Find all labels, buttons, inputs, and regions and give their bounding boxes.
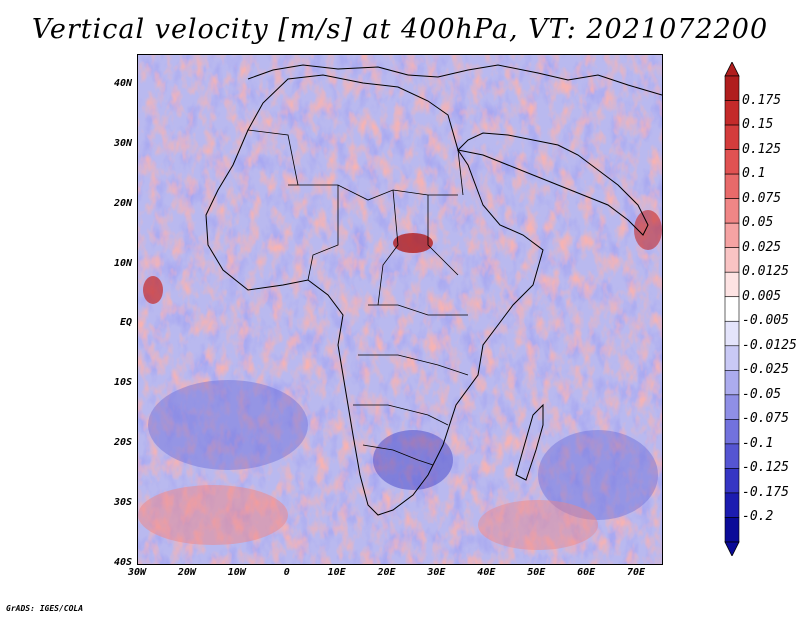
lon-label: 30W xyxy=(127,567,147,578)
border-egypt xyxy=(457,149,464,196)
lon-label: 20W xyxy=(177,567,196,578)
arabia-coast xyxy=(456,132,649,236)
coastlines xyxy=(205,64,662,516)
lon-label: 50E xyxy=(527,567,546,578)
colorbar-bin xyxy=(724,247,740,273)
colorbar-bin xyxy=(724,492,740,518)
colorbar-max-arrow xyxy=(724,62,740,77)
asia-coast xyxy=(407,64,662,96)
lat-label: EQ xyxy=(119,317,132,329)
subsidence-area-indian-ocean xyxy=(538,430,658,520)
lat-label: 40N xyxy=(113,77,132,89)
colorbar-bin xyxy=(724,370,740,396)
subsidence-area-south-africa xyxy=(373,430,453,490)
colorbar-tick-label: -0.075 xyxy=(742,411,789,427)
border-sahara xyxy=(288,184,458,201)
lat-label: 30S xyxy=(113,497,132,509)
updraft-core-sudan xyxy=(393,233,433,253)
colorbar-tick-label: 0.0125 xyxy=(742,264,789,280)
africa-coast xyxy=(205,74,544,516)
madagascar-coast xyxy=(515,403,544,481)
colorbar-tick-label: -0.05 xyxy=(742,386,782,402)
lon-label: 60E xyxy=(577,567,596,578)
border-sudan xyxy=(427,195,459,276)
border-chad xyxy=(377,189,399,306)
map-svg xyxy=(138,55,662,564)
colorbar xyxy=(724,62,740,556)
colorbar-bin xyxy=(724,75,740,101)
colorbar-bin xyxy=(724,517,740,543)
colorbar-tick-label: -0.125 xyxy=(742,460,789,476)
colorbar-tick-label: -0.1 xyxy=(742,435,774,451)
colorbar-bin xyxy=(724,173,740,199)
lon-label: 0 xyxy=(283,567,290,578)
colorbar-bin xyxy=(724,419,740,445)
lon-label: 70E xyxy=(627,567,646,578)
colorbar-tick-label: 0.005 xyxy=(742,288,782,304)
colorbar-bin xyxy=(724,222,740,248)
colorbar-tick-label: -0.0125 xyxy=(742,337,797,353)
colorbar-bin xyxy=(724,198,740,224)
colorbar-bin xyxy=(724,149,740,175)
updraft-band-south-atlantic xyxy=(138,485,288,545)
colorbar-tick-label: 0.15 xyxy=(742,117,774,133)
colorbar-bin xyxy=(724,443,740,469)
border-central xyxy=(368,304,468,316)
colorbar-bin xyxy=(724,394,740,420)
colorbar-tick-label: 0.1 xyxy=(742,166,766,182)
border-morocco-algeria xyxy=(247,129,299,186)
colorbar-bin xyxy=(724,345,740,371)
lat-label: 20N xyxy=(113,197,132,209)
border-mali xyxy=(307,185,339,281)
lon-label: 10W xyxy=(227,567,246,578)
europe-coast xyxy=(247,64,409,80)
colorbar-min-arrow xyxy=(724,541,740,556)
lat-label: 40S xyxy=(113,557,132,568)
lon-label: 40E xyxy=(477,567,496,578)
colorbar-bin xyxy=(724,468,740,494)
lat-label: 10S xyxy=(113,377,132,389)
colorbar-bin xyxy=(724,320,740,347)
colorbar-tick-label: -0.005 xyxy=(742,313,789,329)
colorbar-bin xyxy=(724,100,740,126)
subsidence-area-sw xyxy=(148,380,308,470)
border-congo xyxy=(358,354,469,376)
colorbar-tick-label: -0.2 xyxy=(742,509,774,525)
lat-label: 10N xyxy=(113,257,132,269)
field-texture xyxy=(138,55,662,564)
credit-text: GrADS: IGES/COLA xyxy=(6,604,84,613)
lon-label: 20E xyxy=(377,567,396,578)
colorbar-bin xyxy=(724,271,740,298)
colorbar-bin xyxy=(724,124,740,150)
colorbar-tick-label: 0.05 xyxy=(742,215,774,231)
updraft-india xyxy=(634,210,662,250)
colorbar-tick-label: 0.175 xyxy=(742,92,782,108)
colorbar-bin xyxy=(724,296,740,322)
colorbar-tick-label: 0.075 xyxy=(742,190,782,206)
colorbar-tick-label: -0.175 xyxy=(742,484,789,500)
country-borders xyxy=(247,129,469,466)
updraft-band-south-indian xyxy=(478,500,598,550)
updraft-atlantic xyxy=(143,276,163,304)
map-title: Vertical velocity [m/s] at 400hPa, VT: 2… xyxy=(31,14,769,45)
border-angola-zambia xyxy=(353,404,449,426)
lon-label: 10E xyxy=(327,567,346,578)
lon-label: 30E xyxy=(427,567,446,578)
lat-label: 20S xyxy=(113,437,132,449)
lat-label: 30N xyxy=(113,137,132,149)
colorbar-tick-label: 0.125 xyxy=(742,141,782,157)
border-namibia-botswana xyxy=(362,444,434,466)
colorbar-tick-label: -0.025 xyxy=(742,362,789,378)
velocity-map xyxy=(137,54,663,565)
colorbar-tick-label: 0.025 xyxy=(742,239,782,255)
